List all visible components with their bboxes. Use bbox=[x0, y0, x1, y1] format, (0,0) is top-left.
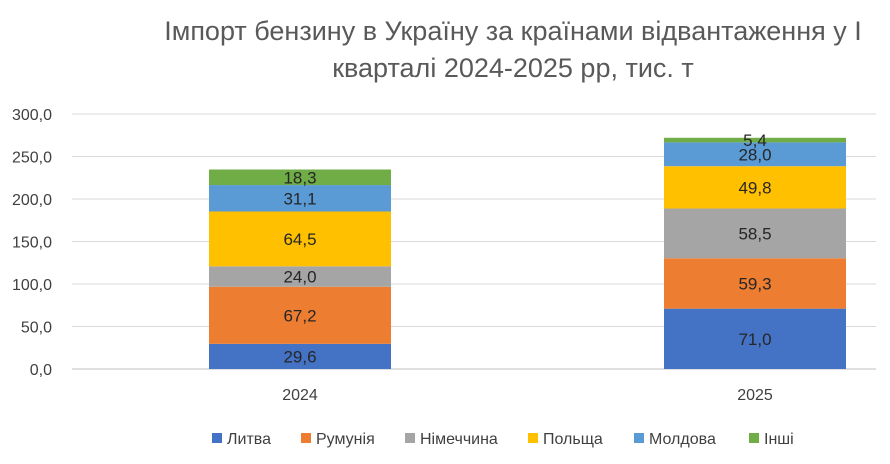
legend-swatch bbox=[212, 433, 222, 443]
bar-segment bbox=[664, 142, 846, 167]
bars bbox=[209, 137, 846, 369]
legend-swatch bbox=[634, 433, 644, 443]
legend: Литва Румунія Німеччина Польща Молдова Інші bbox=[212, 431, 794, 448]
y-axis: 0,0 50,0 100,0 150,0 200,0 250,0 300,0 bbox=[12, 107, 52, 379]
y-tick-label: 50,0 bbox=[21, 320, 52, 337]
data-label: 58,5 bbox=[738, 224, 771, 243]
chart-title: Імпорт бензину в Україну за країнами від… bbox=[164, 16, 861, 83]
bar-segment bbox=[209, 343, 391, 369]
legend-swatch bbox=[301, 433, 311, 443]
bar-segment bbox=[664, 258, 846, 309]
data-label: 67,2 bbox=[283, 306, 316, 325]
data-label: 31,1 bbox=[283, 189, 316, 208]
legend-swatch bbox=[528, 433, 538, 443]
legend-label: Молдова bbox=[649, 431, 716, 448]
bar-segment bbox=[664, 208, 846, 259]
data-label: 71,0 bbox=[738, 330, 771, 349]
data-label: 49,8 bbox=[738, 178, 771, 197]
data-label: 5,4 bbox=[743, 131, 767, 150]
y-tick-label: 100,0 bbox=[12, 277, 52, 294]
y-tick-label: 0,0 bbox=[30, 362, 52, 379]
data-label: 28,0 bbox=[738, 145, 771, 164]
chart-title-line-2: кварталі 2024-2025 рр, тис. т bbox=[332, 53, 694, 83]
legend-label: Польща bbox=[543, 431, 603, 448]
legend-label: Румунія bbox=[316, 431, 375, 448]
y-tick-label: 250,0 bbox=[12, 150, 52, 167]
bar-segment bbox=[664, 308, 846, 369]
bar-segment bbox=[664, 137, 846, 143]
data-labels: 29,6 67,2 24,0 64,5 31,1 18,3 71,0 59,3 58,5 49,8… bbox=[283, 131, 771, 366]
bar-segment bbox=[209, 185, 391, 212]
bar-segment bbox=[209, 286, 391, 344]
gridlines bbox=[72, 113, 876, 370]
bar-segment bbox=[209, 266, 391, 287]
y-tick-label: 200,0 bbox=[12, 192, 52, 209]
legend-label: Литва bbox=[227, 431, 271, 448]
legend-label: Інші bbox=[764, 431, 794, 448]
legend-swatch bbox=[405, 433, 415, 443]
y-tick-label: 150,0 bbox=[12, 235, 52, 252]
data-label: 59,3 bbox=[738, 274, 771, 293]
x-axis: 2024 2025 bbox=[282, 387, 773, 404]
y-tick-label: 300,0 bbox=[12, 107, 52, 124]
data-label: 18,3 bbox=[283, 168, 316, 187]
x-tick-label: 2024 bbox=[282, 387, 318, 404]
data-label: 24,0 bbox=[283, 268, 316, 287]
chart-title-line-1: Імпорт бензину в Україну за країнами від… bbox=[164, 16, 861, 46]
bar-segment bbox=[664, 166, 846, 209]
legend-label: Німеччина bbox=[420, 431, 498, 448]
data-label: 29,6 bbox=[283, 347, 316, 366]
x-tick-label: 2025 bbox=[737, 387, 773, 404]
legend-swatch bbox=[749, 433, 759, 443]
data-label: 64,5 bbox=[283, 230, 316, 249]
bar-segment bbox=[209, 169, 391, 186]
bar-segment bbox=[209, 211, 391, 267]
